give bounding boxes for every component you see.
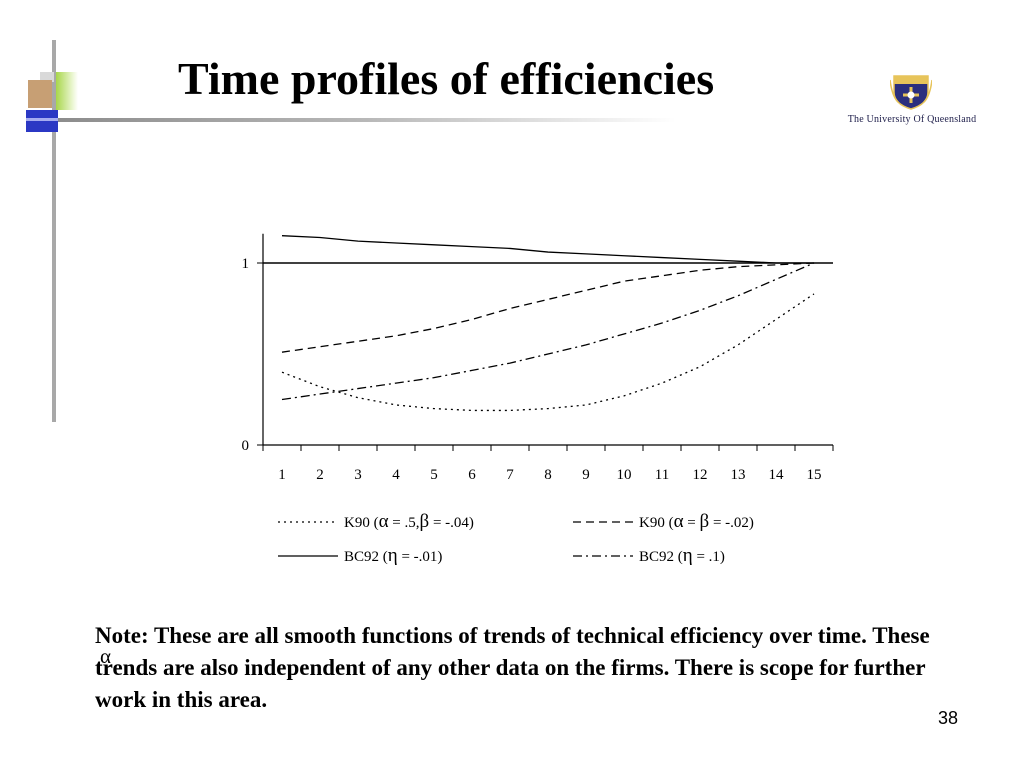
x-tick-label: 12 bbox=[693, 467, 708, 483]
x-tick-label: 9 bbox=[582, 467, 590, 483]
chart-legend: K90 (α = .5,β = -.04) K90 (α = β = -.02) B… bbox=[278, 511, 754, 566]
legend-label: K90 (α = .5,β = -.04) bbox=[344, 511, 474, 532]
x-tick-label: 2 bbox=[316, 467, 324, 483]
y-tick-label: 0 bbox=[242, 438, 250, 454]
series-line-2 bbox=[281, 235, 814, 264]
accent-horizontal-rule bbox=[56, 118, 676, 122]
accent-vertical-rule bbox=[52, 40, 56, 422]
x-tick-label: 11 bbox=[655, 467, 669, 483]
series-line-1 bbox=[281, 262, 815, 353]
accent-square-gray bbox=[40, 72, 54, 82]
slide-note: Note: These are all smooth functions of … bbox=[95, 623, 930, 712]
x-tick-label: 5 bbox=[430, 467, 438, 483]
y-tick-label: 1 bbox=[242, 256, 250, 272]
x-tick-label: 14 bbox=[769, 467, 785, 483]
x-tick-label: 4 bbox=[392, 467, 400, 483]
legend-label: K90 (α = β = -.02) bbox=[639, 511, 754, 532]
series-line-3 bbox=[281, 262, 815, 401]
x-tick-label: 10 bbox=[617, 467, 632, 483]
x-tick-label: 8 bbox=[544, 467, 552, 483]
x-tick-label: 1 bbox=[278, 467, 286, 483]
series-line-0 bbox=[281, 293, 815, 412]
accent-square-blue-stripe bbox=[26, 118, 58, 121]
x-tick-label: 13 bbox=[731, 467, 746, 483]
legend-label: BC92 (η = .1) bbox=[639, 545, 725, 566]
x-tick-label: 6 bbox=[468, 467, 476, 483]
x-tick-label: 7 bbox=[506, 467, 514, 483]
x-tick-label: 3 bbox=[354, 467, 362, 483]
university-crest-icon bbox=[890, 75, 932, 110]
accent-square-green bbox=[56, 72, 78, 110]
series-layer bbox=[281, 235, 815, 412]
university-name: The University Of Queensland bbox=[847, 114, 977, 125]
chart-axes bbox=[257, 233, 834, 451]
slide-number: 38 bbox=[938, 708, 959, 728]
x-tick-label: 15 bbox=[807, 467, 822, 483]
accent-square-tan bbox=[28, 80, 52, 108]
legend-label: BC92 (η = -.01) bbox=[344, 545, 442, 566]
slide-title: Time profiles of efficiencies bbox=[178, 53, 715, 104]
stray-alpha-symbol: α bbox=[100, 644, 112, 668]
university-logo: The University Of Queensland bbox=[832, 66, 992, 130]
accent-square-blue bbox=[26, 110, 58, 132]
